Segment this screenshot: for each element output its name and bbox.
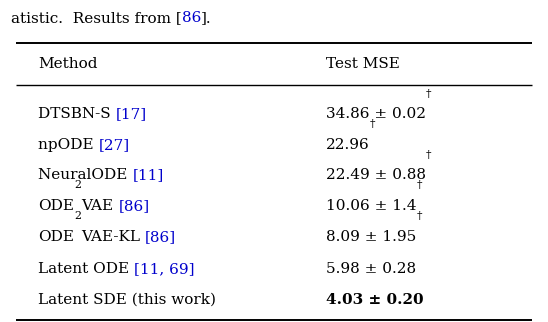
- Text: 22.96: 22.96: [326, 138, 370, 152]
- Text: [86]: [86]: [118, 199, 150, 213]
- Text: [11]: [11]: [133, 168, 164, 183]
- Text: 2: 2: [75, 211, 81, 221]
- Text: 4.03 ± 0.20: 4.03 ± 0.20: [326, 293, 424, 307]
- Text: 86: 86: [182, 11, 201, 25]
- Text: Test MSE: Test MSE: [326, 57, 400, 71]
- Text: †: †: [426, 150, 432, 160]
- Text: ODE: ODE: [38, 199, 75, 213]
- Text: †: †: [416, 211, 422, 221]
- Text: ODE: ODE: [38, 230, 75, 244]
- Text: 5.98 ± 0.28: 5.98 ± 0.28: [326, 262, 416, 276]
- Text: VAE-KL: VAE-KL: [81, 230, 145, 244]
- Text: [11, 69]: [11, 69]: [134, 262, 195, 276]
- Text: 22.49 ± 0.88: 22.49 ± 0.88: [326, 168, 426, 183]
- Text: [27]: [27]: [99, 138, 130, 152]
- Text: 10.06 ± 1.4: 10.06 ± 1.4: [326, 199, 416, 213]
- Text: 2: 2: [75, 180, 81, 190]
- Text: 34.86 ± 0.02: 34.86 ± 0.02: [326, 107, 426, 121]
- Text: Latent ODE: Latent ODE: [38, 262, 134, 276]
- Text: †: †: [416, 180, 422, 190]
- Text: Method: Method: [38, 57, 98, 71]
- Text: Latent SDE (this work): Latent SDE (this work): [38, 293, 216, 307]
- Text: NeuralODE: NeuralODE: [38, 168, 133, 183]
- Text: 8.09 ± 1.95: 8.09 ± 1.95: [326, 230, 416, 244]
- Text: †: †: [370, 119, 375, 129]
- Text: DTSBN-S: DTSBN-S: [38, 107, 116, 121]
- Text: VAE: VAE: [81, 199, 118, 213]
- Text: atistic.  Results from [: atistic. Results from [: [11, 11, 182, 25]
- Text: ].: ].: [201, 11, 212, 25]
- Text: npODE: npODE: [38, 138, 99, 152]
- Text: †: †: [426, 89, 432, 99]
- Text: [17]: [17]: [116, 107, 147, 121]
- Text: [86]: [86]: [145, 230, 176, 244]
